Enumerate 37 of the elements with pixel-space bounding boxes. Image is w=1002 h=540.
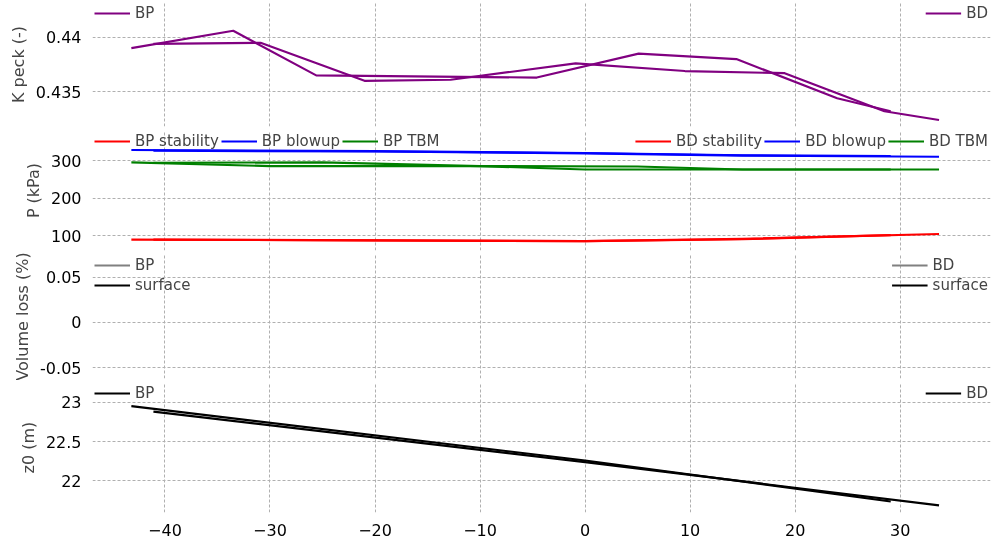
- legend-label: BP: [135, 384, 155, 402]
- y-tick-label: 0.44: [45, 28, 82, 48]
- legend-label: BP: [135, 4, 155, 22]
- y-tick-label: 22: [61, 471, 82, 491]
- x-tick-label: −40: [148, 520, 182, 540]
- x-tick-label: 30: [890, 520, 911, 540]
- legend-label: surface: [135, 276, 191, 294]
- x-tick-label: 10: [679, 520, 701, 540]
- legend-label: BP blowup: [261, 132, 341, 150]
- legend-label: BD TBM: [928, 132, 988, 150]
- y-tick-label: 0.435: [35, 82, 82, 102]
- y-tick-label: 23: [61, 393, 82, 413]
- y-tick-label: 0.05: [45, 268, 82, 288]
- y-tick-label: 100: [50, 226, 82, 246]
- legend-label: BD: [966, 384, 988, 402]
- legend-label: BD blowup: [805, 132, 886, 150]
- y-axis-title: Volume loss (%): [13, 252, 33, 381]
- legend-label: BP stability: [135, 132, 219, 150]
- legend-label: BP: [135, 256, 155, 274]
- legend-label: surface: [932, 276, 988, 294]
- y-tick-label: 0: [71, 313, 82, 333]
- y-tick-label: -0.05: [40, 358, 82, 378]
- legend-label: BD stability: [675, 132, 763, 150]
- legend-label: BD: [966, 4, 988, 22]
- legend-label: BD: [932, 256, 955, 274]
- y-axis-title: K peck (-): [8, 26, 28, 103]
- y-tick-label: 22.5: [45, 432, 82, 452]
- y-axis-title: z0 (m): [18, 421, 38, 474]
- x-tick-label: −10: [463, 520, 497, 540]
- x-tick-label: 0: [580, 520, 591, 540]
- y-tick-label: 200: [50, 189, 82, 208]
- y-tick-label: 300: [50, 151, 82, 171]
- x-tick-label: −30: [253, 520, 287, 540]
- legend-label: BP TBM: [383, 132, 440, 150]
- y-axis-title: P (kPa): [23, 162, 43, 219]
- x-tick-label: 20: [784, 520, 806, 540]
- x-tick-label: −20: [358, 520, 392, 540]
